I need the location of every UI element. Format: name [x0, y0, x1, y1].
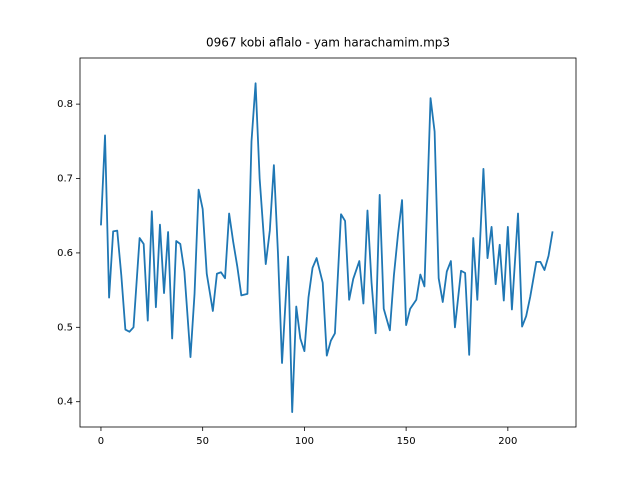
x-tick-label: 0: [98, 436, 104, 447]
y-tick-label: 0.4: [57, 397, 73, 408]
plot-frame: [79, 57, 577, 428]
y-tick-label: 0.5: [57, 322, 73, 333]
y-tick-label: 0.7: [57, 174, 73, 185]
y-tick-label: 0.6: [57, 248, 73, 259]
y-tick-label: 0.8: [57, 99, 73, 110]
x-tick-label: 200: [498, 436, 517, 447]
chart-title: 0967 kobi aflalo - yam harachamim.mp3: [206, 36, 450, 50]
x-tick-label: 50: [196, 436, 209, 447]
data-line: [100, 82, 554, 414]
x-tick-label: 100: [295, 436, 314, 447]
x-tick-label: 150: [397, 436, 416, 447]
